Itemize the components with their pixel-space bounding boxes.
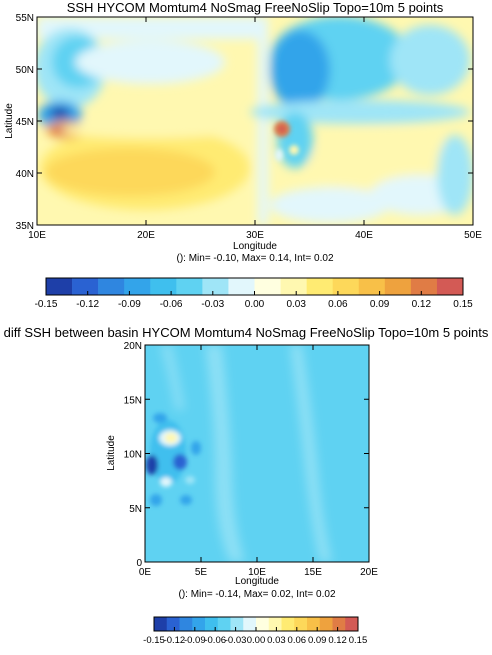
colorbar-tick-label: 0.09 (370, 299, 390, 310)
x-tick-label: 30E (246, 230, 264, 241)
field-extrema (146, 413, 201, 506)
colorbar-swatch (332, 278, 360, 295)
colorbar-tick-label: -0.03 (225, 635, 247, 646)
chart-subtitle: (): Min= -0.14, Max= 0.02, Int= 0.02 (178, 589, 335, 600)
y-axis-label: Latitude (106, 435, 117, 471)
colorbar-tick-label: 0.12 (328, 635, 347, 646)
colorbar-tick-label: -0.03 (201, 299, 224, 310)
colorbar-swatch (358, 278, 386, 295)
y-tick-label: 10N (124, 450, 142, 461)
colorbar-swatch (124, 278, 151, 295)
colorbar-tick-label: 0.00 (247, 635, 266, 646)
colorbar-swatch (202, 278, 229, 295)
colorbar-swatch (176, 278, 203, 295)
y-tick-label: 20N (124, 341, 142, 352)
chart-title: diff SSH between basin HYCOM Momtum4 NoS… (4, 325, 489, 340)
colorbar-tick-label: 0.15 (349, 635, 368, 646)
colorbar-swatch (154, 617, 168, 631)
colorbar-tick-label: -0.12 (76, 299, 99, 310)
x-axis-label: Longitude (235, 576, 279, 587)
x-tick-label: 0E (139, 567, 152, 578)
x-tick-label: 5E (195, 567, 208, 578)
colorbar-tick-label: -0.06 (204, 635, 226, 646)
colorbar-tick-label: 0.06 (328, 299, 348, 310)
colorbar-swatch (307, 617, 321, 631)
colorbar-swatch (319, 617, 333, 631)
colorbar-swatch (166, 617, 180, 631)
panel-bottom: diff SSH between basin HYCOM Momtum4 NoS… (4, 325, 489, 646)
x-tick-label: 40E (355, 230, 373, 241)
colorbar-tick-label: 0.03 (267, 635, 286, 646)
colorbar-swatch (230, 617, 244, 631)
y-tick-label: 15N (124, 395, 142, 406)
colorbar-swatch (256, 617, 270, 631)
colorbar-tick-label: -0.15 (143, 635, 165, 646)
colorbar-swatch (46, 278, 73, 295)
y-tick-label: 40N (16, 169, 34, 180)
colorbar-tick-label: 0.06 (288, 635, 307, 646)
colorbar-tick-label: 0.12 (412, 299, 432, 310)
colorbar: -0.15 -0.12 -0.09 -0.06 -0.03 0.00 0.03 0.06 0.0… (35, 277, 473, 310)
colorbar-swatch (150, 278, 177, 295)
colorbar-tick-label: -0.12 (164, 635, 186, 646)
y-tick-label: 55N (16, 13, 34, 24)
colorbar-swatch (280, 278, 307, 295)
chart-subtitle: (): Min= -0.10, Max= 0.14, Int= 0.02 (176, 253, 333, 264)
field-contours (37, 17, 473, 225)
field-extrema (274, 121, 299, 161)
ssh-field (37, 17, 473, 225)
x-tick-label: 20E (360, 567, 378, 578)
colorbar-swatch (281, 617, 295, 631)
colorbar-tick-label: 0.15 (453, 299, 473, 310)
colorbar-swatch (332, 617, 346, 631)
colorbar-swatch (179, 617, 193, 631)
colorbar-tick-label: -0.09 (118, 299, 141, 310)
colorbar-tick-label: 0.03 (286, 299, 306, 310)
colorbar-tick-label: -0.09 (184, 635, 206, 646)
diff-field (145, 345, 369, 562)
x-tick-label: 20E (137, 230, 155, 241)
colorbar-tick-label: 0.09 (308, 635, 327, 646)
colorbar-swatch (436, 278, 464, 295)
x-tick-label: 15E (304, 567, 322, 578)
chart-title: SSH HYCOM Momtum4 NoSmag FreeNoSlip Topo… (67, 0, 444, 15)
colorbar-swatch (72, 278, 99, 295)
colorbar-swatch (254, 278, 281, 295)
x-tick-label: 10E (28, 230, 46, 241)
colorbar-swatch (410, 278, 438, 295)
colorbar-tick-label: 0.00 (245, 299, 265, 310)
axis-ticks: 0E 5E 10E 15E 20E 0 5N 10N 15N 20N (124, 341, 379, 578)
colorbar-swatch (192, 617, 206, 631)
colorbar-tick-label: -0.15 (35, 299, 58, 310)
colorbar-tick-label: -0.06 (160, 299, 183, 310)
y-tick-label: 50N (16, 65, 34, 76)
axis-ticks: 10E 20E 30E 40E 50E 35N 40N 45N 50N 55N (16, 13, 483, 241)
colorbar-swatch (384, 278, 412, 295)
colorbar-swatch (345, 617, 359, 631)
colorbar-swatch (205, 617, 219, 631)
x-tick-label: 10E (248, 567, 266, 578)
colorbar-swatch (294, 617, 308, 631)
colorbar-swatch (268, 617, 282, 631)
x-tick-label: 50E (464, 230, 482, 241)
y-tick-label: 0 (136, 558, 142, 569)
colorbar-swatch (243, 617, 257, 631)
y-axis-label: Latitude (4, 103, 15, 139)
y-tick-label: 5N (129, 504, 142, 515)
colorbar-swatch (98, 278, 125, 295)
panel-top: SSH HYCOM Momtum4 NoSmag FreeNoSlip Topo… (4, 0, 482, 310)
colorbar-swatch (228, 278, 255, 295)
y-tick-label: 35N (16, 221, 34, 232)
x-axis-label: Longitude (233, 241, 277, 252)
colorbar-swatch (217, 617, 231, 631)
field-contours (160, 345, 332, 562)
colorbar-swatch (306, 278, 333, 295)
y-tick-label: 45N (16, 117, 34, 128)
